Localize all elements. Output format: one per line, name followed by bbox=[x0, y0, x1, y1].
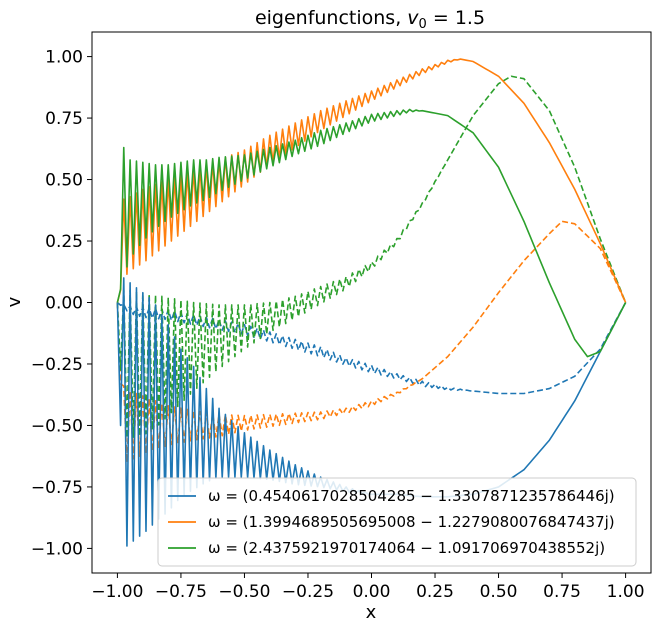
solid-series-1 bbox=[116, 58, 627, 303]
axes-layer: −1.00 −0.75 −0.50 −0.25 0.00 0.25 0.50 0.75 1.00… bbox=[31, 31, 652, 602]
x-tick-label: 0.25 bbox=[416, 582, 454, 602]
y-tick-label: 0.75 bbox=[45, 109, 83, 129]
dashed-series-3 bbox=[116, 301, 627, 395]
y-tick-label: −0.75 bbox=[31, 478, 83, 498]
y-axis-label: v bbox=[4, 296, 25, 307]
legend-box bbox=[157, 477, 637, 567]
chart-title-math-base: v bbox=[407, 7, 419, 29]
solid-series-2 bbox=[116, 108, 627, 358]
legend: ω = (0.4540617028504285 − 1.330787123578… bbox=[157, 477, 637, 567]
x-tick-label: −0.75 bbox=[155, 582, 207, 602]
y-tick-label: 1.00 bbox=[45, 48, 83, 68]
y-tick-label: −0.50 bbox=[31, 416, 83, 436]
y-tick-label: −0.25 bbox=[31, 355, 83, 375]
x-tick-label: 0.50 bbox=[480, 582, 518, 602]
x-tick-label: 1.00 bbox=[607, 582, 645, 602]
y-tick-label: 0.25 bbox=[45, 232, 83, 252]
chart-title-math-tail: = 1.5 bbox=[427, 7, 485, 29]
y-tick-label: 0.00 bbox=[45, 294, 83, 314]
dashed-series-5 bbox=[116, 75, 627, 439]
legend-entry-1: ω = (0.4540617028504285 − 1.330787123578… bbox=[208, 487, 615, 505]
chart-title: eigenfunctions, v0 = 1.5 bbox=[255, 7, 485, 32]
chart-title-math-sub: 0 bbox=[419, 17, 427, 32]
legend-entry-2: ω = (1.3994689505695008 − 1.227908007684… bbox=[208, 513, 615, 531]
x-tick-label: −1.00 bbox=[91, 582, 143, 602]
x-tick-label: 0.00 bbox=[353, 582, 391, 602]
x-tick-label: 0.75 bbox=[543, 582, 581, 602]
x-tick-label: −0.25 bbox=[282, 582, 334, 602]
x-tick-label: −0.50 bbox=[218, 582, 270, 602]
chart-title-text: eigenfunctions, bbox=[255, 7, 407, 29]
legend-entry-3: ω = (2.4375921970174064 − 1.091706970438… bbox=[208, 539, 605, 557]
y-tick-label: −1.00 bbox=[31, 539, 83, 559]
y-tick-label: 0.50 bbox=[45, 171, 83, 191]
x-axis-label: x bbox=[366, 602, 377, 623]
